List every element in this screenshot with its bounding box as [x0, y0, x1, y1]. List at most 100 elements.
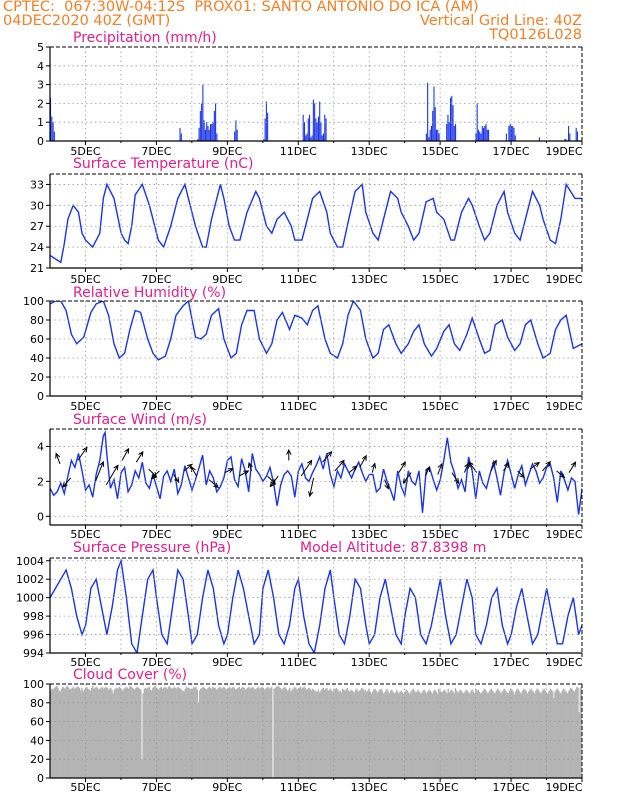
- cloud-bar: [228, 686, 231, 778]
- wind-vector-shaft: [334, 460, 345, 472]
- wind-vector: [135, 450, 144, 463]
- wind-vector: [502, 462, 510, 472]
- cloud-bar: [269, 687, 272, 778]
- header-model-code: TQ0126L028: [489, 27, 582, 43]
- wind-vector: [286, 448, 292, 461]
- wind-vector-shaft: [190, 466, 198, 477]
- cloud-bar: [66, 685, 69, 778]
- precip-bar: [53, 131, 55, 141]
- cloud-bar: [75, 687, 77, 778]
- cloud-bar: [83, 689, 86, 778]
- cloud-bar: [231, 687, 233, 778]
- cloud-bar: [513, 694, 516, 778]
- cloud-bar: [467, 692, 470, 778]
- wind-vector-shaft: [77, 447, 88, 461]
- precip-bar: [429, 129, 431, 141]
- cloud-bar: [107, 689, 110, 778]
- cloud-bar: [183, 691, 185, 778]
- cloud-bar: [96, 687, 99, 778]
- cloud-bar: [136, 686, 138, 778]
- cloud-bar: [320, 690, 322, 778]
- cloud-bar: [246, 687, 249, 778]
- cloud-bar: [569, 687, 572, 778]
- cloud-bar: [248, 686, 250, 778]
- wind-vector-shaft: [55, 453, 61, 465]
- cloud-bar: [176, 688, 178, 778]
- cloud-bar: [425, 693, 428, 778]
- precip-bar: [236, 129, 238, 141]
- precip-bar: [486, 129, 488, 141]
- wind-vector-shaft: [62, 477, 72, 488]
- wind-xtick-label: 9DEC: [212, 528, 242, 541]
- cloud-bar: [368, 688, 370, 778]
- cloud-title: Cloud Cover (%): [73, 667, 187, 683]
- precip-xtick-label: 9DEC: [212, 145, 242, 158]
- precip-bar: [482, 127, 485, 141]
- cloud-bar: [537, 689, 540, 778]
- cloud-bar: [252, 687, 255, 778]
- cloud-xtick-label: 17DEC: [493, 781, 530, 794]
- cloud-bar: [189, 688, 191, 778]
- cloud-bar: [416, 691, 418, 778]
- cloud-bar: [446, 693, 448, 778]
- cloud-bar: [346, 687, 349, 778]
- cloud-bar: [519, 692, 522, 778]
- cloud-bar: [315, 691, 317, 778]
- cloud-bar: [455, 690, 458, 778]
- wind-vector-shaft: [151, 470, 160, 480]
- precip-bar: [208, 129, 210, 141]
- cloud-bar: [544, 690, 547, 778]
- cloud-bar: [343, 689, 345, 778]
- cloud-bar: [60, 688, 63, 778]
- precip-bar: [263, 139, 265, 141]
- cloud-bar: [140, 689, 142, 778]
- humidity-line: [50, 301, 582, 361]
- precip-bar: [447, 114, 449, 141]
- temperature-xtick-label: 19DEC: [545, 273, 582, 286]
- wind-vector: [348, 465, 358, 473]
- cloud-bar: [104, 687, 106, 778]
- cloud-bar: [578, 712, 580, 778]
- cloud-bar: [178, 687, 180, 778]
- wind-vector-head: [124, 447, 130, 454]
- wind-vector-head: [113, 464, 119, 471]
- wind-vector-head: [55, 452, 61, 459]
- precip-bar: [267, 112, 269, 141]
- cloud-bar: [423, 689, 425, 778]
- precip-bar: [321, 135, 323, 141]
- wind-vector: [62, 477, 72, 488]
- precip-bar: [325, 118, 327, 141]
- cloud-bar: [106, 687, 108, 778]
- cloud-bar: [419, 693, 422, 778]
- cloud-bar: [370, 693, 373, 778]
- cloud-bar: [443, 689, 446, 778]
- cloud-bar: [371, 691, 374, 778]
- precip-bar: [311, 135, 313, 141]
- header-station: CPTEC: 067:30W-04:12S PROX01: SANTO ANTO…: [3, 0, 479, 15]
- wind-vector-head: [371, 462, 377, 469]
- cloud-bar: [281, 689, 284, 778]
- pressure-ytick-label: 996: [23, 629, 44, 642]
- cloud-bar: [198, 690, 201, 778]
- cloud-bar: [190, 689, 193, 778]
- wind-vector-head: [384, 483, 390, 490]
- cloud-bar: [430, 692, 433, 778]
- cloud-bar: [520, 693, 523, 778]
- cloud-bar: [204, 688, 207, 778]
- cloud-bar: [417, 689, 419, 778]
- cloud-bar: [138, 688, 141, 778]
- cloud-bar: [92, 685, 94, 778]
- cloud-bar: [177, 686, 179, 778]
- cloud-bar: [418, 691, 421, 778]
- wind-vector-head: [326, 450, 333, 457]
- cloud-bar: [58, 690, 60, 778]
- cloud-bar: [279, 687, 281, 778]
- wind-vector: [398, 461, 406, 473]
- cloud-bar: [476, 690, 478, 778]
- cloud-bar: [201, 687, 203, 778]
- cloud-bar: [496, 688, 499, 778]
- wind-vector-shaft: [173, 474, 180, 483]
- cloud-bar: [195, 686, 197, 778]
- cloud-bar: [547, 693, 549, 778]
- wind-vector: [490, 459, 497, 472]
